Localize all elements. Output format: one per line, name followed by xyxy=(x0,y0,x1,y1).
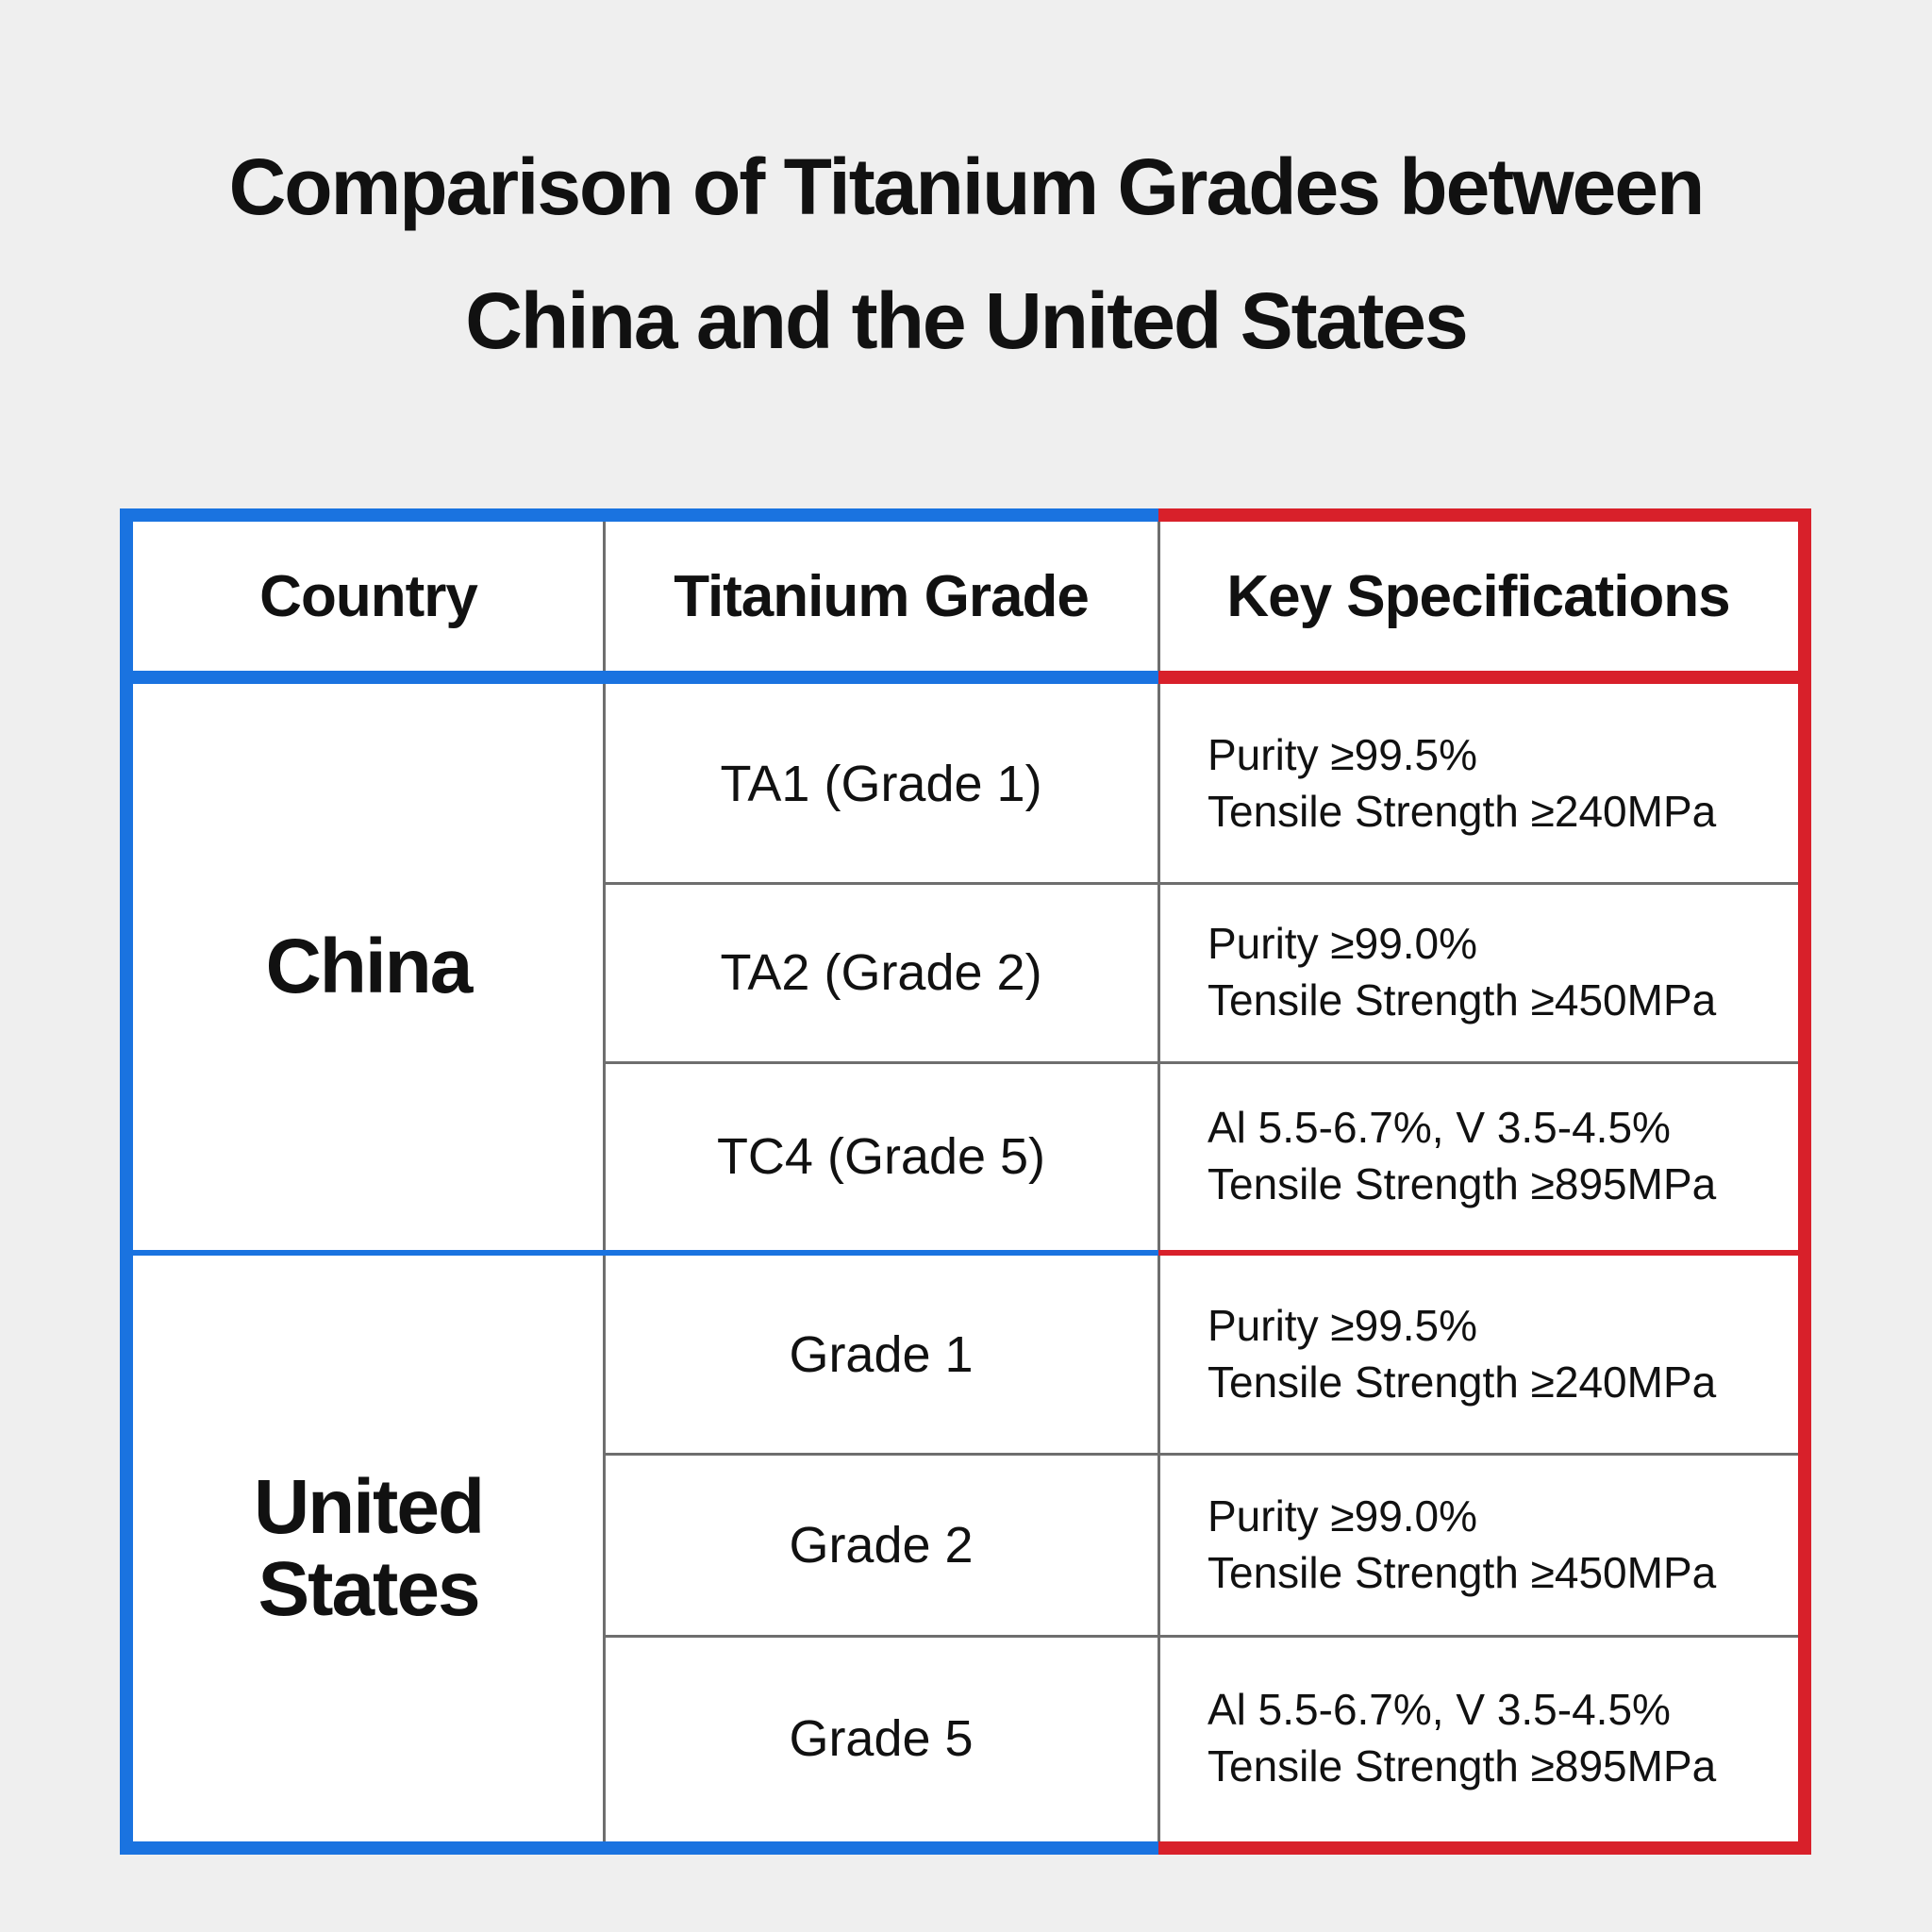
spec-line: Tensile Strength ≥450MPa xyxy=(1208,975,1717,1024)
spec-line: Purity ≥99.5% xyxy=(1208,1301,1478,1351)
country: China xyxy=(265,923,474,1009)
row-line xyxy=(604,1061,1798,1064)
border xyxy=(120,508,1158,522)
spec-line: Tensile Strength ≥240MPa xyxy=(1208,1357,1717,1407)
spec-line: Tensile Strength ≥240MPa xyxy=(1208,786,1717,836)
column-header: Country xyxy=(259,563,478,629)
spec-line: Al 5.5-6.7%, V 3.5-4.5% xyxy=(1208,1685,1671,1735)
grade: TA2 (Grade 2) xyxy=(720,944,1042,1001)
spec-line: Al 5.5-6.7%, V 3.5-4.5% xyxy=(1208,1102,1671,1152)
column-header: Titanium Grade xyxy=(674,563,1090,629)
grade: Grade 5 xyxy=(789,1710,974,1767)
header-divider xyxy=(1158,671,1811,684)
border xyxy=(1158,1841,1811,1855)
specs: Purity ≥99.5% Tensile Strength ≥240MPa xyxy=(1158,684,1798,883)
column-line xyxy=(603,522,606,1842)
specs: Purity ≥99.0% Tensile Strength ≥450MPa xyxy=(1158,1454,1798,1636)
country: United States xyxy=(253,1464,485,1632)
specs: Al 5.5-6.7%, V 3.5-4.5% Tensile Strength … xyxy=(1158,1062,1798,1250)
spec-line: Purity ≥99.0% xyxy=(1208,1491,1478,1541)
grade: Grade 2 xyxy=(789,1516,974,1574)
group-divider xyxy=(120,1250,1158,1256)
border xyxy=(1798,508,1811,1855)
specs: Purity ≥99.5% Tensile Strength ≥240MPa xyxy=(1158,1256,1798,1454)
grade: Grade 1 xyxy=(789,1326,974,1383)
spec-line: Tensile Strength ≥895MPa xyxy=(1208,1741,1717,1790)
spec-line: Tensile Strength ≥450MPa xyxy=(1208,1547,1717,1597)
title: China and the United States xyxy=(465,276,1468,365)
header-divider xyxy=(120,671,1158,684)
spec-line: Purity ≥99.5% xyxy=(1208,729,1478,779)
specs: Al 5.5-6.7%, V 3.5-4.5% Tensile Strength … xyxy=(1158,1636,1798,1841)
row-line xyxy=(604,1635,1798,1638)
title: Comparison of Titanium Grades between xyxy=(228,142,1706,231)
specs: Purity ≥99.0% Tensile Strength ≥450MPa xyxy=(1158,883,1798,1062)
border xyxy=(120,508,133,1855)
row-line xyxy=(604,882,1798,885)
border xyxy=(120,1841,1158,1855)
column-line xyxy=(1158,522,1160,1842)
group-divider xyxy=(1158,1250,1811,1256)
table-background xyxy=(120,508,1811,1855)
spec-line: Tensile Strength ≥895MPa xyxy=(1208,1158,1717,1208)
border xyxy=(1158,508,1811,522)
grade: TC4 (Grade 5) xyxy=(716,1127,1046,1185)
spec-line: Purity ≥99.0% xyxy=(1208,919,1478,969)
column-header: Key Specifications xyxy=(1226,563,1730,629)
row-line xyxy=(604,1453,1798,1456)
grade: TA1 (Grade 1) xyxy=(720,755,1042,812)
